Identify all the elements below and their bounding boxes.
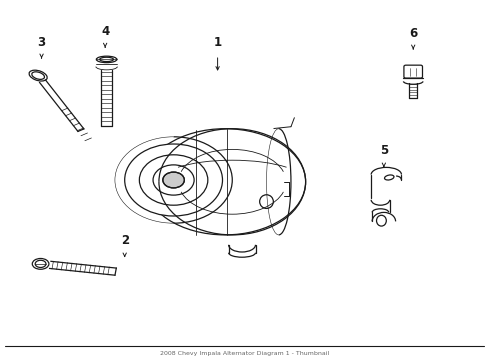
FancyBboxPatch shape — [403, 65, 422, 78]
Text: 4: 4 — [101, 25, 109, 38]
Ellipse shape — [144, 129, 305, 235]
Circle shape — [124, 144, 222, 216]
Text: 5: 5 — [379, 144, 387, 157]
Text: 6: 6 — [408, 27, 416, 40]
Text: 2008 Chevy Impala Alternator Diagram 1 - Thumbnail: 2008 Chevy Impala Alternator Diagram 1 -… — [160, 351, 328, 356]
Text: 1: 1 — [213, 36, 221, 49]
Text: 3: 3 — [38, 36, 45, 49]
Circle shape — [163, 172, 184, 188]
Text: 2: 2 — [121, 234, 128, 247]
